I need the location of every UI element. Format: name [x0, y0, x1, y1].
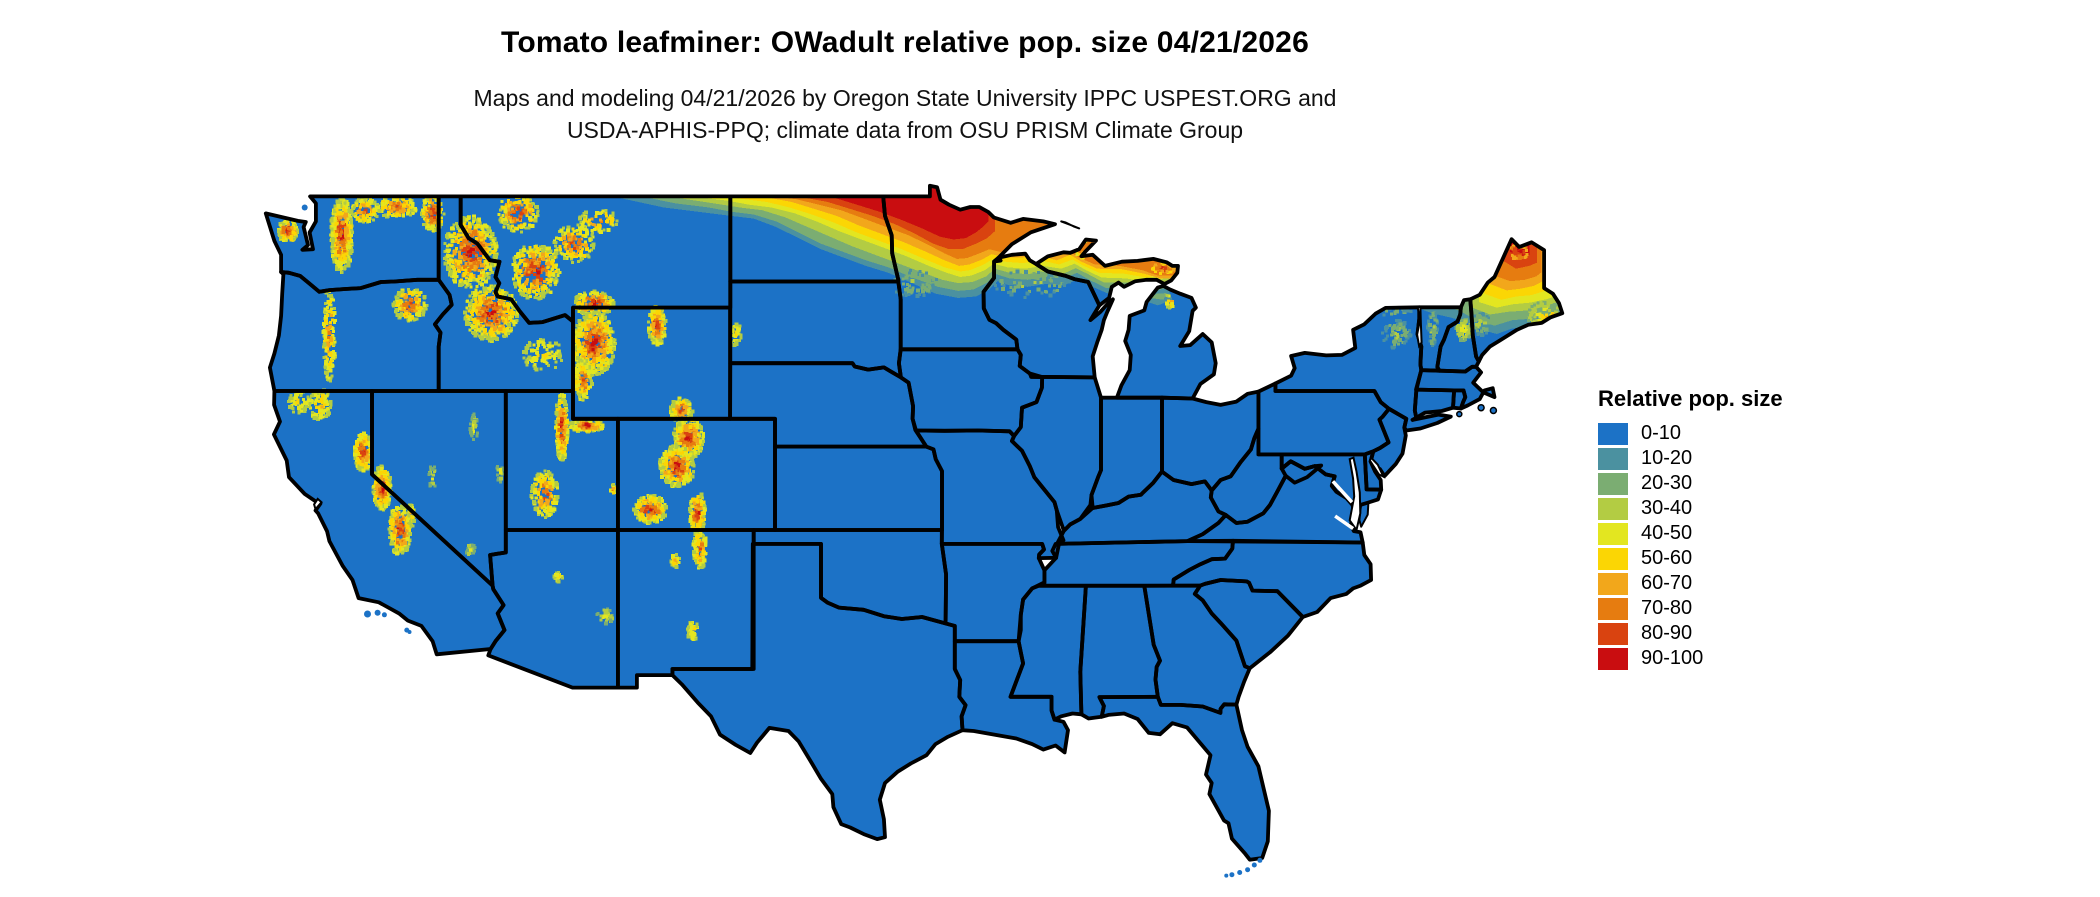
state-fl — [1099, 696, 1269, 860]
island — [381, 612, 387, 618]
island — [407, 630, 412, 634]
legend-item: 90-100 — [1598, 646, 1783, 671]
island — [374, 609, 381, 616]
legend-swatch — [1598, 547, 1628, 570]
lake — [1368, 455, 1386, 479]
state-az — [488, 530, 618, 688]
legend-label: 80-90 — [1641, 622, 1693, 644]
state-sd — [730, 281, 901, 378]
legend-item: 80-90 — [1598, 621, 1783, 646]
page-title: Tomato leafminer: OWadult relative pop. … — [501, 26, 1309, 59]
island — [1237, 870, 1243, 875]
legend-label: 0-10 — [1641, 422, 1682, 444]
state-ok — [753, 530, 947, 624]
page-subtitle: Maps and modeling 04/21/2026 by Oregon S… — [0, 82, 1810, 146]
lake — [1416, 306, 1423, 349]
water-overlays — [313, 306, 1423, 533]
border-tx — [670, 542, 968, 841]
legend-item: 20-30 — [1598, 471, 1783, 496]
legend-item: 40-50 — [1598, 521, 1783, 546]
border-ct — [1410, 387, 1456, 422]
border-fl — [1097, 694, 1271, 862]
state-ne — [730, 363, 927, 447]
island — [364, 610, 371, 618]
legend-item: 0-10 — [1598, 421, 1783, 446]
island — [301, 204, 308, 211]
legend-swatch — [1598, 522, 1628, 545]
island — [1229, 872, 1235, 878]
state-wv — [1210, 428, 1322, 523]
state-ga — [1144, 585, 1250, 713]
state-wy — [573, 307, 731, 419]
state-al — [1080, 585, 1160, 719]
island — [1245, 867, 1251, 873]
legend-label: 30-40 — [1641, 497, 1693, 519]
border-az — [486, 528, 620, 690]
legend-label: 40-50 — [1641, 522, 1693, 544]
legend-item: 70-80 — [1598, 596, 1783, 621]
legend-item: 10-20 — [1598, 446, 1783, 471]
border-wv — [1208, 426, 1324, 525]
border-al — [1078, 584, 1162, 721]
lake — [313, 497, 323, 512]
legend-label: 60-70 — [1641, 572, 1693, 594]
island — [1224, 873, 1229, 878]
border-ms — [1008, 584, 1088, 722]
border-mi — [1115, 284, 1218, 401]
island — [1257, 857, 1263, 863]
legend-label: 50-60 — [1641, 547, 1693, 569]
state-pa — [1258, 383, 1389, 455]
legend-title: Relative pop. size — [1598, 386, 1783, 411]
river — [1331, 480, 1354, 504]
state-nm — [617, 530, 754, 688]
islands — [301, 204, 1498, 878]
island — [1489, 406, 1498, 415]
state-ky — [1057, 471, 1226, 544]
legend-label: 70-80 — [1641, 597, 1693, 619]
state-ms — [1010, 585, 1086, 720]
legend-swatch — [1598, 647, 1628, 670]
border-up — [1034, 237, 1180, 308]
state-border-layer — [263, 183, 1565, 862]
state-ma — [1416, 366, 1495, 409]
legend-item: 50-60 — [1598, 546, 1783, 571]
state-ks — [775, 446, 942, 530]
legend-swatch — [1598, 422, 1628, 445]
subtitle-line-1: Maps and modeling 04/21/2026 by Oregon S… — [473, 85, 1337, 111]
legend: Relative pop. size 0-10 10-20 20-30 30-40 40… — [1598, 386, 1783, 671]
legend-swatch — [1598, 472, 1628, 495]
island — [1456, 410, 1463, 418]
island — [1251, 862, 1257, 868]
legend-swatch — [1598, 572, 1628, 595]
border-me — [1468, 237, 1565, 364]
legend-swatch — [1598, 597, 1628, 620]
subtitle-line-2: USDA-APHIS-PPQ; climate data from OSU PR… — [566, 117, 1244, 143]
legend-item: 60-70 — [1598, 571, 1783, 596]
border-iroyale — [1060, 220, 1081, 230]
legend-item: 30-40 — [1598, 496, 1783, 521]
legend-items: 0-10 10-20 20-30 30-40 40-50 50-60 60-70 70-80 8… — [1598, 421, 1783, 671]
lake — [1348, 456, 1362, 533]
state-va — [1187, 461, 1363, 543]
river — [1334, 514, 1355, 531]
legend-label: 10-20 — [1641, 447, 1693, 469]
state-vasho — [1359, 502, 1369, 527]
legend-swatch — [1598, 622, 1628, 645]
state-tn — [1044, 540, 1233, 586]
legend-label: 20-30 — [1641, 472, 1693, 494]
state-il — [1011, 376, 1101, 531]
state-oh — [1162, 391, 1259, 491]
state-ia — [898, 349, 1043, 436]
state-ind — [1091, 397, 1162, 508]
legend-swatch — [1598, 497, 1628, 520]
legend-swatch — [1598, 447, 1628, 470]
legend-label: 90-100 — [1641, 647, 1704, 669]
border-ky — [1055, 469, 1228, 546]
island — [1477, 403, 1485, 412]
